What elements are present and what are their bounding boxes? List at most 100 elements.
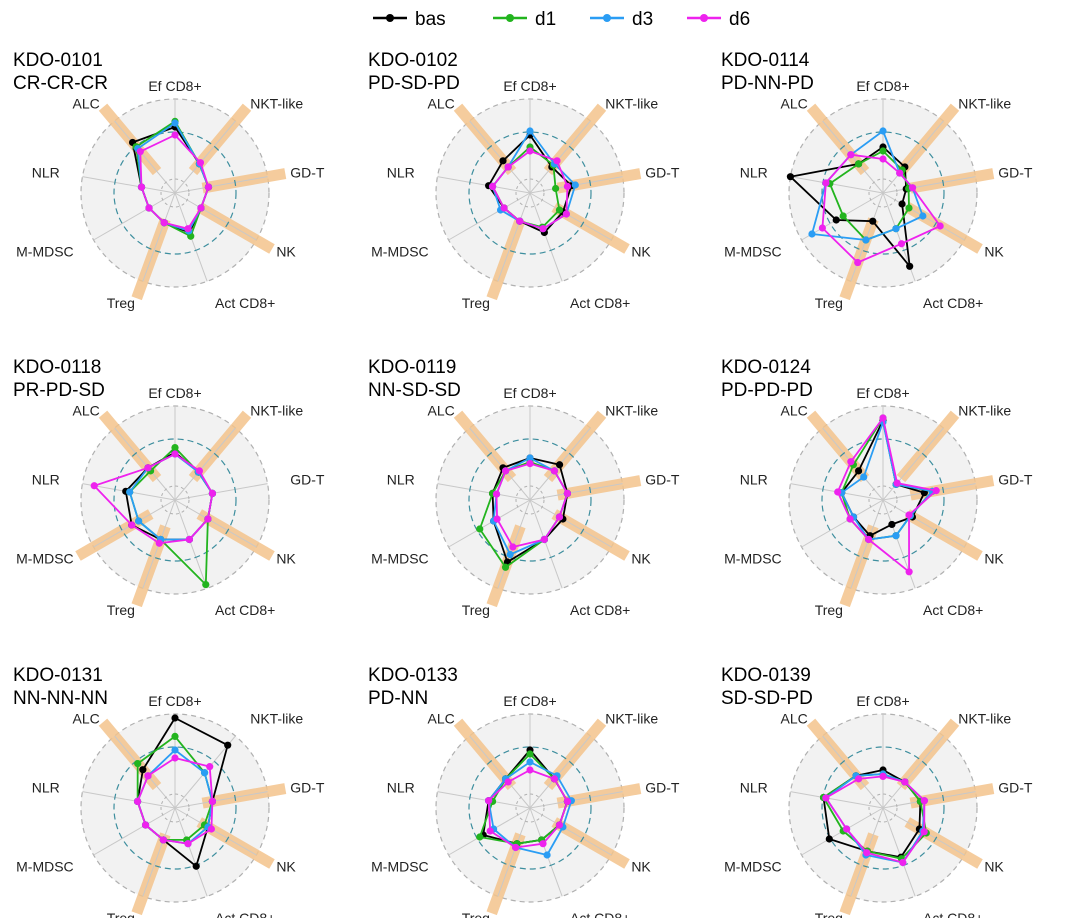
- data-point-d6-m-mdsc: [141, 821, 150, 829]
- inner-ring: [515, 485, 545, 515]
- series-line-bas: [840, 419, 926, 537]
- axis-label: NKT-like: [250, 710, 303, 726]
- data-point-d6-nk: [555, 513, 564, 521]
- data-point-d6-nk: [905, 511, 913, 519]
- data-point-d6-gd-t: [920, 797, 928, 805]
- axis-label: M-MDSC: [724, 551, 782, 567]
- axis-label: ALC: [73, 402, 100, 418]
- axis-label: Act CD8+: [923, 602, 983, 618]
- data-point-d6-gd-t: [208, 489, 217, 498]
- data-point-d6-nk: [920, 828, 928, 836]
- reference-ring: [468, 746, 592, 870]
- series-line-bas: [487, 134, 573, 234]
- axis-spoke: [437, 791, 531, 809]
- series-line-d6: [136, 757, 214, 845]
- data-point-d3-nkt-like: [200, 769, 209, 777]
- axis-label: NLR: [740, 165, 768, 181]
- data-point-d6-ef-cd8-: [879, 155, 887, 163]
- panel-title-response: PD-SD-PD: [368, 73, 460, 94]
- axis-label: M-MDSC: [724, 859, 782, 875]
- legend-marker-d1: [506, 14, 514, 22]
- data-point-d3-nk: [919, 212, 927, 220]
- axis-label: GD-T: [645, 780, 680, 796]
- data-point-d6-treg: [865, 535, 873, 544]
- axis-spoke: [174, 427, 236, 501]
- data-point-d6-m-mdsc: [486, 827, 494, 835]
- data-point-d6-ef-cd8-: [171, 131, 179, 139]
- data-point-d6-alc: [847, 458, 855, 466]
- data-point-d6-nkt-like: [553, 157, 561, 165]
- axis-spoke: [882, 176, 976, 194]
- axis-spoke: [82, 176, 176, 194]
- data-point-d6-gd-t: [563, 797, 572, 806]
- axis-label: NKT-like: [958, 95, 1011, 111]
- data-point-d6-ef-cd8-: [171, 450, 179, 458]
- data-point-d6-treg: [160, 219, 168, 227]
- axis-label: Ef CD8+: [148, 78, 201, 94]
- axis-label: Act CD8+: [570, 910, 630, 918]
- data-point-bas-nkt-like: [555, 461, 564, 469]
- axis-label: Act CD8+: [215, 602, 275, 618]
- panel-title-response: PD-NN: [368, 688, 428, 709]
- data-point-d6-nk: [197, 204, 205, 212]
- legend-label-d1: d1: [535, 9, 556, 30]
- data-point-d6-nkt-like: [550, 467, 559, 475]
- data-point-d6-nkt-like: [550, 775, 559, 783]
- data-point-bas-treg: [869, 217, 877, 225]
- axis-label: Ef CD8+: [148, 693, 201, 709]
- legend: bas d1 d3 d6: [373, 9, 750, 30]
- panel-title-patient: KDO-0114: [721, 50, 810, 71]
- data-point-d6-nlr: [492, 490, 501, 498]
- axis-label: Ef CD8+: [148, 385, 201, 401]
- data-point-d3-nlr: [126, 488, 134, 496]
- axis-label: NK: [276, 551, 296, 567]
- panel-title-response: PD-NN-PD: [721, 73, 814, 94]
- axis-label: NLR: [32, 780, 60, 796]
- inner-ring: [515, 178, 545, 208]
- axis-spoke: [93, 192, 176, 241]
- axis-spoke: [174, 192, 257, 241]
- axis-spoke: [822, 735, 884, 809]
- data-point-d1-m-mdsc: [839, 212, 847, 220]
- data-point-d6-nk: [936, 222, 944, 230]
- data-point-d6-nlr: [90, 482, 98, 490]
- data-point-d6-gd-t: [208, 797, 217, 806]
- axis-spoke: [437, 176, 531, 194]
- legend-label-d3: d3: [632, 9, 653, 30]
- data-point-d6-nkt-like: [893, 479, 901, 487]
- data-point-d6-nkt-like: [195, 467, 204, 475]
- series-line-d3: [840, 421, 934, 541]
- legend-marker-d6: [700, 14, 708, 22]
- axis-spoke: [882, 120, 944, 194]
- data-point-d6-gd-t: [563, 489, 572, 498]
- data-point-d6-treg: [512, 843, 520, 852]
- data-point-bas-act-cd8-: [888, 520, 896, 529]
- data-point-d6-nkt-like: [901, 778, 909, 786]
- data-point-d6-act-cd8-: [539, 225, 547, 233]
- axis-label: M-MDSC: [371, 859, 429, 875]
- axis-label: Ef CD8+: [503, 693, 556, 709]
- reference-ring: [113, 438, 237, 562]
- axis-label: Act CD8+: [923, 910, 983, 918]
- axis-label: Act CD8+: [923, 295, 983, 311]
- axis-label: Treg: [462, 295, 490, 311]
- axis-label: NK: [631, 551, 651, 567]
- data-point-d6-m-mdsc: [843, 825, 851, 833]
- axis-label: NKT-like: [250, 402, 303, 418]
- axis-label: Ef CD8+: [856, 385, 909, 401]
- axis-spoke: [497, 807, 531, 897]
- axis-spoke: [882, 735, 944, 809]
- data-point-bas-nlr: [786, 173, 795, 181]
- data-point-d6-act-cd8-: [184, 840, 192, 848]
- axis-label: NKT-like: [250, 95, 303, 111]
- radar-panel-KDO-0133: Ef CD8+ NKT-like GD-T NK Act CD8+ Treg M-MDSC N…: [368, 665, 680, 918]
- panel-title-patient: KDO-0101: [13, 50, 103, 71]
- reference-ring: [821, 131, 945, 255]
- data-point-d1-nk: [905, 204, 913, 212]
- axis-spoke: [850, 499, 884, 589]
- axis-label: Treg: [815, 910, 843, 918]
- axis-spoke: [174, 499, 208, 589]
- axis-label: NK: [984, 551, 1004, 567]
- radar-panel-KDO-0114: Ef CD8+ NKT-like GD-T NK Act CD8+ Treg M-MDSC N…: [721, 50, 1033, 311]
- axis-spoke: [437, 483, 531, 501]
